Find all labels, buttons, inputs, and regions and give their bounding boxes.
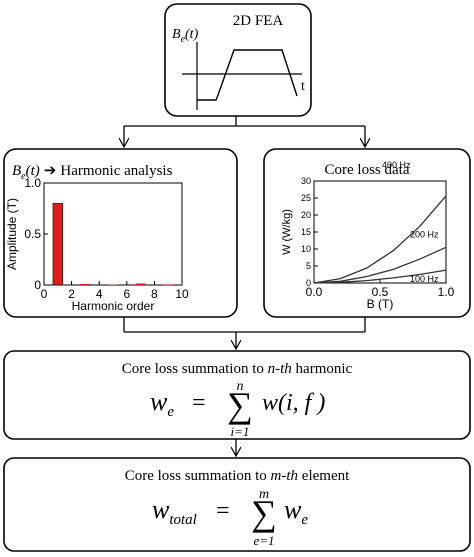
coreloss-x-tick-label: 1.0 — [438, 285, 455, 299]
harmonic-x-tick-label: 0 — [41, 287, 48, 301]
harmonic-x-tick-label: 6 — [123, 287, 130, 301]
fea-box — [164, 3, 312, 117]
coreloss-y-tick-label: 5 — [306, 261, 311, 271]
coreloss-series-line — [313, 195, 447, 284]
harmonic-bar — [108, 284, 118, 285]
summation-n-upper-limit: n — [237, 379, 244, 394]
summation-m-lhs: wtotal — [152, 495, 197, 528]
harmonic-header: Be(t) ➔ Harmonic analysis — [12, 162, 173, 182]
fea-title: 2D FEA — [233, 13, 284, 29]
summation-m-sigma: ∑ — [251, 493, 277, 533]
fea-signal-label: Be(t) — [172, 27, 199, 45]
harmonic-bar — [80, 283, 91, 285]
harmonic-bar — [163, 284, 174, 285]
summation-m-equation: wtotal = m ∑ e=1 we — [152, 487, 308, 548]
coreloss-y-tick-label: 0 — [306, 278, 311, 288]
coreloss-y-axis-label: W (W/kg) — [281, 209, 293, 255]
summation-n-box — [3, 350, 471, 440]
harmonic-y-tick-label: 0 — [34, 278, 41, 292]
summation-n-equation: we = n ∑ i=1 w(i, f ) — [150, 379, 325, 439]
harmonic-signal-label: B — [12, 163, 21, 179]
coreloss-y-tick-label: 30 — [301, 176, 311, 186]
coreloss-y-tick-label: 25 — [301, 193, 311, 203]
harmonic-x-tick-label: 2 — [68, 287, 75, 301]
harmonic-bar — [135, 283, 146, 285]
harmonic-x-tick-label: 10 — [175, 287, 189, 301]
fea-time-label: t — [301, 79, 305, 94]
harmonic-y-tick-label: 0.5 — [24, 227, 41, 241]
coreloss-x-axis-label: B (T) — [367, 297, 394, 311]
summation-m-box — [3, 457, 471, 552]
harmonic-bar-chart: 0 2 4 6 8 10 0 0.5 1.0 Harmonic order Amplitude (T… — [5, 176, 189, 313]
coreloss-series-label: 400 Hz — [382, 160, 411, 170]
summation-n-sigma: ∑ — [227, 385, 253, 425]
coreloss-title: Core loss data — [325, 162, 410, 178]
coreloss-series-line — [313, 269, 447, 284]
harmonic-x-tick-label: 4 — [96, 287, 103, 301]
summation-n-lhs: we — [150, 387, 174, 420]
summation-m-upper-limit: m — [259, 487, 269, 502]
coreloss-series-label: 200 Hz — [410, 229, 439, 239]
coreloss-series-line — [313, 246, 447, 284]
summation-m-lower-limit: e=1 — [253, 533, 274, 548]
coreloss-x-tick-label: 0.0 — [306, 285, 323, 299]
coreloss-y-tick-label: 15 — [301, 227, 311, 237]
coreloss-x-tick-label: 0.5 — [372, 285, 389, 299]
summation-m-term: we — [284, 495, 308, 528]
harmonic-bar — [52, 203, 63, 286]
summation-m-equals: = — [216, 498, 230, 524]
summation-n-equals: = — [192, 390, 206, 416]
summation-n-term: w(i, f ) — [262, 390, 325, 416]
harmonic-y-tick-label: 1.0 — [24, 176, 41, 190]
coreloss-y-tick-label: 10 — [301, 244, 311, 254]
fea-waveform — [197, 49, 298, 101]
harmonic-x-tick-label: 8 — [151, 287, 158, 301]
harmonic-y-axis-label: Amplitude (T) — [5, 198, 19, 270]
summation-m-caption: Core loss summation to m-th element — [125, 468, 350, 484]
harmonic-x-axis-label: Harmonic order — [72, 299, 155, 313]
summation-n-caption: Core loss summation to n-th harmonic — [122, 361, 353, 377]
coreloss-line-chart: 0.0 0.5 1.0 0 5 10 15 20 25 30 B (T) W (W/kg) 400 Hz… — [281, 160, 455, 311]
coreloss-series-label: 100 Hz — [410, 274, 439, 284]
coreloss-y-tick-label: 20 — [301, 210, 311, 220]
summation-n-lower-limit: i=1 — [231, 424, 250, 439]
